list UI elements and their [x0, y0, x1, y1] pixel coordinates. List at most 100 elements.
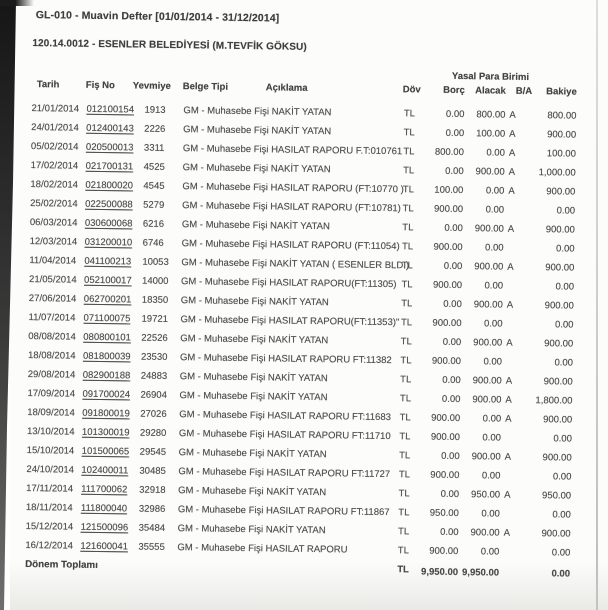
- cell-alacak: 0.00: [481, 508, 500, 520]
- cell-bakiye: 800.00: [547, 110, 577, 122]
- cell-yevmiye: 3311: [143, 142, 165, 154]
- cell-yevmiye: 30485: [139, 465, 166, 477]
- cell-borc: 0.00: [440, 488, 460, 501]
- cell-borc: 0.00: [442, 374, 461, 387]
- cell-bakiye: 950.00: [541, 490, 572, 502]
- fis-no-link[interactable]: 021700131: [85, 160, 134, 173]
- fis-no-link[interactable]: 030600068: [84, 217, 133, 230]
- cell-description: GM - Muhasebe Fişi NAKİT YATAN: [183, 162, 331, 175]
- fis-no-link[interactable]: 082900188: [82, 369, 131, 382]
- col-header-alacak: Alacak: [475, 85, 506, 97]
- cell-tarih: 25/02/2014: [30, 198, 78, 210]
- cell-belge-tipi: GM - Muhasebe Fişi: [182, 181, 269, 194]
- cell-yevmiye: 29545: [139, 446, 167, 458]
- cell-belge-tipi: GM - Muhasebe Fişi: [182, 143, 269, 156]
- cell-borc: 0.00: [442, 336, 462, 349]
- fis-no-link[interactable]: 071100075: [83, 312, 131, 325]
- cell-aciklama: NAKİT YATAN: [270, 163, 331, 176]
- cell-yevmiye: 29280: [139, 427, 167, 439]
- fis-no-link[interactable]: 121500096: [80, 521, 129, 534]
- fis-no-link[interactable]: 031200010: [84, 236, 133, 249]
- cell-belge-tipi: GM - Muhasebe Fişi: [183, 124, 269, 137]
- cell-alacak: 0.00: [482, 432, 502, 444]
- cell-belge-tipi: GM - Muhasebe Fişi: [182, 162, 269, 175]
- scan-top-edge: [0, 0, 34, 6]
- fis-no-link[interactable]: 081800039: [82, 350, 131, 363]
- cell-bakiye: 0.00: [556, 205, 576, 217]
- cell-belge-tipi: GM - Muhasebe Fişi: [179, 390, 266, 403]
- cell-alacak: 900.00: [472, 375, 502, 387]
- cell-tarih: 13/10/2014: [26, 426, 75, 438]
- cell-alacak: 900.00: [473, 299, 503, 311]
- cell-yevmiye: 32986: [138, 503, 166, 515]
- col-header-bakiye: Bakiye: [546, 86, 577, 98]
- fis-no-link[interactable]: 021800020: [85, 179, 134, 192]
- fis-no-link[interactable]: 012400143: [86, 122, 134, 135]
- cell-tarih: 16/12/2014: [25, 539, 74, 552]
- fis-no-link[interactable]: 111800040: [80, 502, 128, 515]
- cell-belge-tipi: GM - Muhasebe Fişi: [181, 219, 268, 232]
- cell-aciklama: NAKİT YATAN ( ESENLER BLD.): [269, 258, 410, 272]
- cell-bakiye: 0.00: [555, 243, 575, 255]
- cell-borc: 100.00: [434, 184, 464, 197]
- fis-no-link[interactable]: 091800019: [82, 407, 130, 420]
- cell-description: GM - Muhasebe Fişi NAKİT YATAN: [179, 390, 327, 403]
- cell-borc: 0.00: [445, 127, 465, 140]
- cell-description: GM - Muhasebe Fişi NAKİT YATAN: [181, 295, 329, 308]
- cell-yevmiye: 24883: [140, 370, 168, 382]
- cell-tarih: 18/08/2014: [27, 350, 76, 362]
- cell-tarih: 15/12/2014: [25, 520, 74, 533]
- fis-no-link[interactable]: 101300019: [81, 426, 130, 439]
- cell-alacak: 950.00: [470, 489, 501, 501]
- cell-description: GM - Muhasebe Fişi NAKİT YATAN: [183, 124, 331, 137]
- cell-belge-tipi: GM - Muhasebe Fişi: [181, 238, 268, 251]
- cell-aciklama: HASILAT RAPORU FT:11727: [266, 467, 391, 481]
- cell-description: GM - Muhasebe Fişi NAKİT YATAN: [182, 219, 330, 232]
- cell-alacak: 0.00: [483, 318, 503, 330]
- cell-borc: 950.00: [429, 507, 459, 520]
- fis-no-link[interactable]: 020500013: [85, 141, 134, 154]
- cell-description: GM - Muhasebe Fişi HASILAT RAPORU FT:113…: [180, 352, 392, 366]
- cell-bakiye: 1,000.00: [538, 167, 576, 179]
- cell-bakiye: 900.00: [546, 186, 576, 198]
- fis-no-link[interactable]: 111700062: [81, 483, 128, 496]
- cell-borc: 900.00: [431, 412, 461, 425]
- fis-no-link[interactable]: 091700024: [82, 388, 131, 401]
- cell-description: GM - Muhasebe Fişi NAKİT YATAN: [178, 485, 326, 498]
- cell-description: GM - Muhasebe Fişi HASILAT RAPORU F.T:01…: [183, 143, 402, 157]
- fis-no-link[interactable]: 080800101: [83, 331, 131, 344]
- fis-no-link[interactable]: 041100213: [84, 255, 132, 268]
- cell-belge-tipi: GM - Muhasebe Fişi: [182, 200, 268, 213]
- cell-alacak: 900.00: [472, 394, 502, 406]
- cell-aciklama: NAKİT YATAN: [266, 486, 327, 499]
- cell-belge-tipi: GM - Muhasebe Fişi: [179, 352, 266, 365]
- cell-aciklama: NAKİT YATAN: [268, 334, 329, 347]
- fis-no-link[interactable]: 102400011: [81, 464, 129, 477]
- cell-yevmiye: 5279: [143, 199, 165, 211]
- cell-tarih: 24/01/2014: [31, 122, 79, 134]
- cell-description: GM - Muhasebe Fişi HASILAT RAPORU (FT:10…: [182, 200, 401, 214]
- cell-yevmiye: 23530: [140, 351, 168, 363]
- cell-belge-tipi: GM - Muhasebe Fişi: [181, 276, 267, 289]
- cell-tarih: 11/07/2014: [28, 312, 76, 324]
- cell-belge-tipi: GM - Muhasebe Fişi: [177, 523, 264, 536]
- cell-belge-tipi: GM - Muhasebe Fişi: [178, 428, 265, 441]
- cell-yevmiye: 2226: [144, 123, 166, 135]
- cell-alacak: 900.00: [473, 337, 503, 349]
- cell-tarih: 15/10/2014: [26, 444, 75, 457]
- fis-no-link[interactable]: 062700201: [83, 293, 132, 306]
- fis-no-link[interactable]: 022500088: [85, 198, 133, 211]
- cell-yevmiye: 4545: [143, 180, 165, 192]
- cell-tarih: 08/08/2014: [28, 331, 76, 343]
- fis-no-link[interactable]: 101500065: [81, 445, 130, 458]
- fis-no-link[interactable]: 121600041: [80, 540, 129, 553]
- cell-description: GM - Muhasebe Fişi HASILAT RAPORU(FT:113…: [180, 314, 399, 328]
- cell-borc: 0.00: [441, 450, 460, 463]
- cell-belge-tipi: GM - Muhasebe Fişi: [178, 485, 264, 498]
- cell-alacak: 0.00: [484, 280, 504, 292]
- cell-borc: 900.00: [430, 469, 460, 482]
- fis-no-link[interactable]: 052100017: [84, 274, 132, 287]
- cell-aciklama: HASILAT RAPORU FT:11683: [267, 410, 392, 424]
- fis-no-link[interactable]: 012100154: [86, 103, 135, 116]
